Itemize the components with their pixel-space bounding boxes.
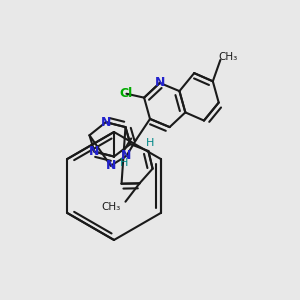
Text: N: N	[89, 145, 100, 158]
Text: CH₃: CH₃	[219, 52, 238, 62]
Text: CH₃: CH₃	[101, 202, 120, 212]
Text: N: N	[100, 116, 111, 129]
Text: H: H	[120, 158, 129, 168]
Text: N: N	[121, 149, 132, 162]
Text: N: N	[154, 76, 165, 89]
Text: H: H	[146, 139, 154, 148]
Text: Cl: Cl	[120, 87, 133, 100]
Text: N: N	[106, 159, 116, 172]
